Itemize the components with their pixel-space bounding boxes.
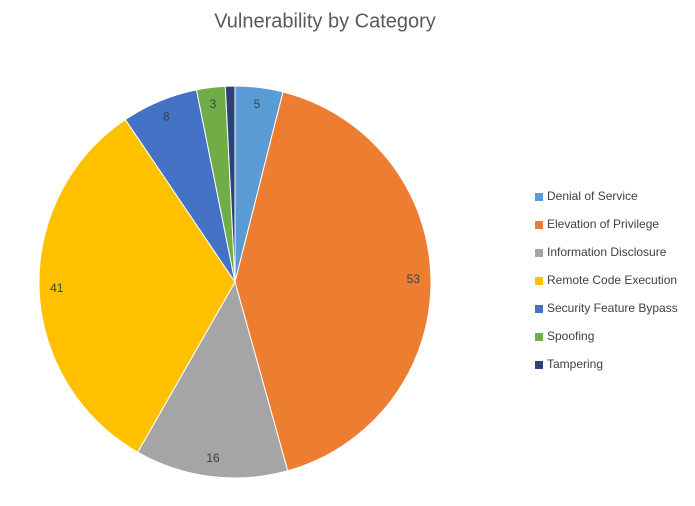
legend-swatch [535, 277, 543, 285]
pie-slice [224, 85, 236, 283]
data-label: 41 [50, 281, 64, 295]
data-label: 1 [227, 96, 234, 110]
legend-swatch [535, 221, 543, 229]
legend-label: Spoofing [547, 329, 594, 343]
legend-swatch [535, 305, 543, 313]
data-label: 8 [163, 110, 170, 124]
legend-label: Elevation of Privilege [547, 217, 659, 231]
pie-slice [38, 118, 236, 453]
legend-label: Remote Code Execution [547, 273, 677, 287]
data-label: 16 [206, 451, 220, 465]
pie-slice [234, 91, 432, 472]
data-label: 3 [210, 97, 217, 111]
data-label: 5 [254, 97, 261, 111]
legend-label: Tampering [547, 357, 603, 371]
chart-title: Vulnerability by Category [214, 10, 436, 32]
legend-swatch [535, 249, 543, 257]
legend-label: Denial of Service [547, 189, 638, 203]
data-label: 53 [407, 272, 421, 286]
legend-swatch [535, 193, 543, 201]
legend-swatch [535, 361, 543, 369]
legend-label: Security Feature Bypass [547, 301, 678, 315]
legend-label: Information Disclosure [547, 245, 667, 259]
pie-slice [137, 280, 289, 479]
legend-swatch [535, 333, 543, 341]
